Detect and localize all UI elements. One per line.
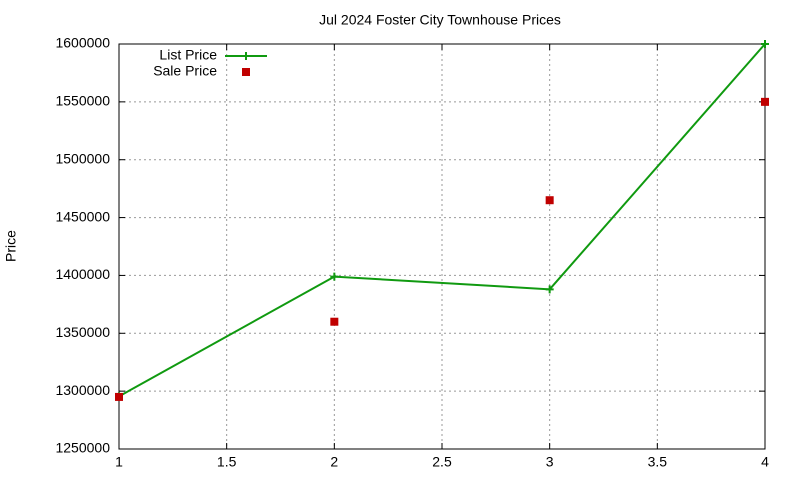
- point-marker: [330, 272, 339, 281]
- x-tick-label: 3: [546, 454, 554, 470]
- x-tick-label: 1: [115, 454, 123, 470]
- legend-label: List Price: [159, 47, 217, 63]
- y-axis-label: Price: [3, 230, 19, 262]
- x-tick-label: 3.5: [648, 454, 668, 470]
- x-tick-label: 4: [761, 454, 769, 470]
- point-marker: [115, 392, 123, 401]
- point-marker: [330, 317, 339, 326]
- point-marker: [761, 97, 769, 106]
- point-marker: [761, 40, 769, 48]
- y-tick-label: 1300000: [55, 382, 110, 398]
- legend-label: Sale Price: [153, 63, 217, 79]
- x-tick-label: 1.5: [217, 454, 237, 470]
- y-tick-label: 1600000: [55, 35, 110, 51]
- y-tick-label: 1550000: [55, 93, 110, 109]
- x-tick-label: 2.5: [432, 454, 452, 470]
- point-marker: [545, 196, 554, 205]
- plot-frame: [118, 43, 766, 450]
- y-tick-label: 1350000: [55, 324, 110, 340]
- y-tick-label: 1450000: [55, 208, 110, 224]
- y-tick-label: 1500000: [55, 150, 110, 166]
- chart-title: Jul 2024 Foster City Townhouse Prices: [319, 12, 561, 28]
- point-marker: [545, 285, 554, 294]
- series-line: [118, 43, 766, 398]
- y-tick-label: 1400000: [55, 266, 110, 282]
- x-tick-label: 2: [330, 454, 338, 470]
- legend-swatch: [242, 52, 250, 60]
- y-tick-label: 1250000: [55, 440, 110, 456]
- legend-swatch: [242, 68, 250, 76]
